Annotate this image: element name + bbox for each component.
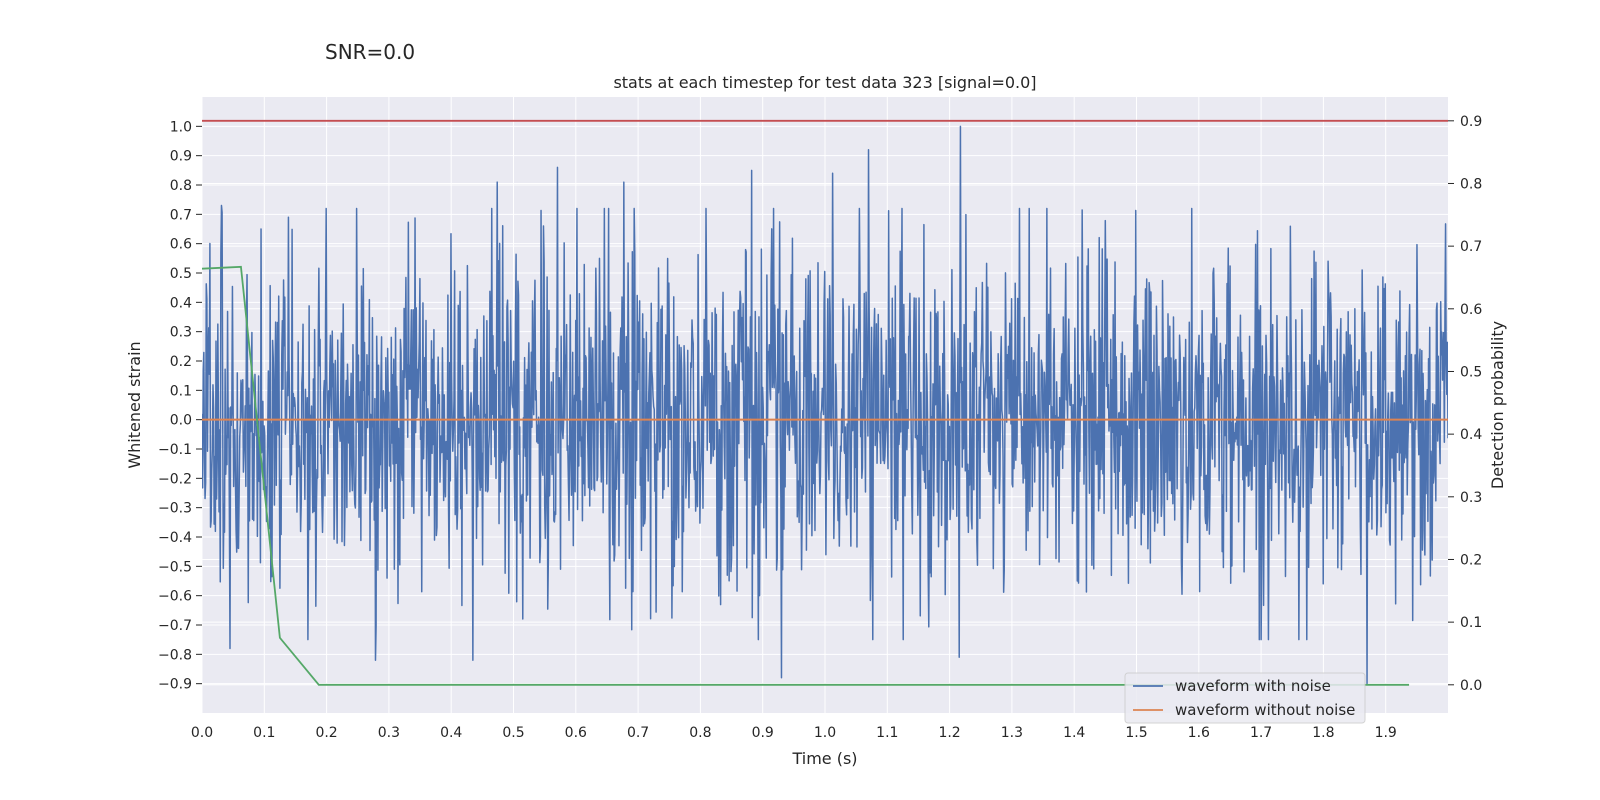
- y-tick-label: 0.2: [170, 354, 192, 370]
- y2-tick-label: 0.2: [1460, 552, 1482, 568]
- y2-tick-label: 0.1: [1460, 615, 1482, 631]
- x-tick-label: 0.5: [502, 725, 524, 741]
- y-tick-label: 0.5: [170, 266, 192, 282]
- y-tick-label: −0.9: [158, 677, 192, 693]
- y-tick-label: 0.1: [170, 383, 192, 399]
- x-tick-label: 1.2: [938, 725, 960, 741]
- x-tick-label: 1.9: [1375, 725, 1397, 741]
- series-group: [202, 119, 1448, 686]
- y2-tick-label: 0.4: [1460, 427, 1482, 443]
- y-tick-label: −0.5: [158, 559, 192, 575]
- y-tick-label: −0.7: [158, 618, 192, 634]
- chart-title: stats at each timestep for test data 323…: [613, 73, 1036, 92]
- legend-box: [1124, 672, 1366, 724]
- y-tick-label: −0.8: [158, 647, 192, 663]
- y-tick-label: −0.1: [158, 442, 192, 458]
- x-tick-label: 1.0: [814, 725, 836, 741]
- y-tick-label: 0.3: [170, 325, 192, 341]
- x-tick-label: 1.1: [876, 725, 898, 741]
- legend-label-clean: waveform without noise: [1175, 701, 1355, 719]
- x-axis: 0.0 0.1 0.2 0.3 0.4 0.5 0.6 0.7 0.8 0.9 1.0 1.1 1.2 1…: [191, 725, 1397, 741]
- y-tick-label: −0.6: [158, 589, 192, 605]
- x-tick-label: 0.1: [253, 725, 275, 741]
- x-tick-label: 1.6: [1188, 725, 1210, 741]
- legend-label-noise: waveform with noise: [1175, 677, 1331, 695]
- y-tick-label: 0.9: [170, 149, 192, 165]
- x-axis-label: Time (s): [791, 749, 857, 768]
- y-tick-label: 0.4: [170, 295, 192, 311]
- series-waveform-with-noise: [202, 125, 1448, 685]
- y-axis-right: 0.9 0.8 0.7 0.6 0.5 0.4 0.3 0.2 0.1 0.0: [1448, 114, 1482, 694]
- x-tick-label: 1.3: [1001, 725, 1023, 741]
- y-tick-label: 0.6: [170, 237, 192, 253]
- y2-tick-label: 0.9: [1460, 114, 1482, 130]
- figure-suptitle: SNR=0.0: [325, 40, 416, 64]
- x-tick-label: 1.8: [1312, 725, 1334, 741]
- y2-tick-label: 0.7: [1460, 239, 1482, 255]
- y2-tick-label: 0.8: [1460, 176, 1482, 192]
- x-tick-label: 0.6: [565, 725, 587, 741]
- x-tick-label: 0.8: [689, 725, 711, 741]
- y-tick-label: 1.0: [170, 119, 192, 135]
- series-detection-probability: [202, 265, 1410, 686]
- y2-tick-label: 0.3: [1460, 490, 1482, 506]
- y-tick-label: 0.8: [170, 178, 192, 194]
- x-tick-label: 0.3: [378, 725, 400, 741]
- y-tick-label: −0.4: [158, 530, 192, 546]
- x-tick-label: 0.7: [627, 725, 649, 741]
- x-tick-label: 0.2: [315, 725, 337, 741]
- x-tick-label: 1.4: [1063, 725, 1085, 741]
- y2-axis-label: Detection probability: [1488, 321, 1507, 489]
- y-tick-label: −0.2: [158, 471, 192, 487]
- x-tick-label: 1.5: [1125, 725, 1147, 741]
- y-axis-left: 1.0 0.9 0.8 0.7 0.6 0.5 0.4 0.3 0.2 0.1 0.0 −0.1 −0.…: [158, 119, 202, 693]
- x-tick-label: 1.7: [1250, 725, 1272, 741]
- y2-tick-label: 0.6: [1460, 302, 1482, 318]
- x-tick-label: 0.0: [191, 725, 213, 741]
- y2-tick-label: 0.0: [1460, 678, 1482, 694]
- y2-tick-label: 0.5: [1460, 364, 1482, 380]
- y-axis-label: Whitened strain: [125, 341, 144, 468]
- y-tick-label: 0.7: [170, 207, 192, 223]
- legend: waveform with noise waveform without noi…: [1124, 672, 1366, 724]
- y-tick-label: −0.3: [158, 501, 192, 517]
- y-tick-label: 0.0: [170, 413, 192, 429]
- plot-area: [202, 119, 1448, 686]
- x-tick-label: 0.4: [440, 725, 462, 741]
- x-tick-label: 0.9: [752, 725, 774, 741]
